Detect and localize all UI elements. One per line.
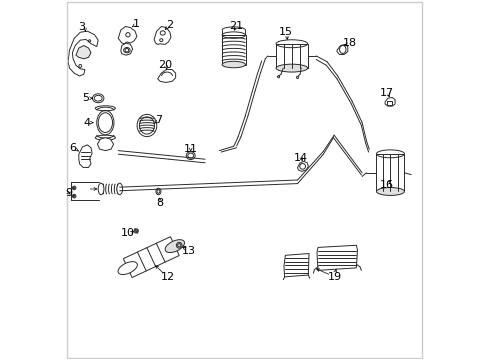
Polygon shape xyxy=(297,161,308,171)
Text: 16: 16 xyxy=(380,180,393,190)
Text: 11: 11 xyxy=(183,144,197,154)
Ellipse shape xyxy=(222,61,245,68)
Text: 20: 20 xyxy=(158,60,172,70)
Bar xyxy=(386,101,391,105)
Text: 6: 6 xyxy=(69,143,77,153)
Polygon shape xyxy=(336,44,347,54)
Polygon shape xyxy=(68,31,98,76)
Polygon shape xyxy=(97,138,113,150)
Ellipse shape xyxy=(117,183,122,195)
Text: 7: 7 xyxy=(155,115,163,125)
Polygon shape xyxy=(316,245,357,270)
Polygon shape xyxy=(121,43,132,55)
Text: 8: 8 xyxy=(156,198,163,208)
Text: 14: 14 xyxy=(293,153,307,163)
Polygon shape xyxy=(118,27,137,44)
Polygon shape xyxy=(123,237,179,278)
Text: 17: 17 xyxy=(379,88,393,98)
Polygon shape xyxy=(79,145,92,167)
Text: 21: 21 xyxy=(229,21,243,31)
Polygon shape xyxy=(384,98,394,106)
Bar xyxy=(376,154,404,192)
Text: 15: 15 xyxy=(278,27,292,37)
Ellipse shape xyxy=(98,183,104,195)
Ellipse shape xyxy=(376,188,404,195)
Text: 4: 4 xyxy=(83,118,90,128)
Text: 5: 5 xyxy=(82,93,89,103)
Text: 10: 10 xyxy=(121,228,135,238)
Polygon shape xyxy=(154,27,171,44)
Ellipse shape xyxy=(118,262,137,275)
Text: 1: 1 xyxy=(132,19,140,29)
Polygon shape xyxy=(76,45,91,59)
Text: 13: 13 xyxy=(182,246,196,256)
Polygon shape xyxy=(284,253,308,277)
Text: 12: 12 xyxy=(160,272,174,282)
Ellipse shape xyxy=(276,64,307,72)
Text: 9: 9 xyxy=(65,188,72,198)
Bar xyxy=(276,44,307,68)
Bar xyxy=(222,35,245,64)
Text: 2: 2 xyxy=(165,20,172,30)
Text: 3: 3 xyxy=(78,22,84,32)
Ellipse shape xyxy=(165,240,184,253)
Ellipse shape xyxy=(97,111,114,135)
Text: 18: 18 xyxy=(343,38,357,48)
Ellipse shape xyxy=(137,114,157,136)
Polygon shape xyxy=(158,69,175,82)
Text: 19: 19 xyxy=(327,272,341,282)
